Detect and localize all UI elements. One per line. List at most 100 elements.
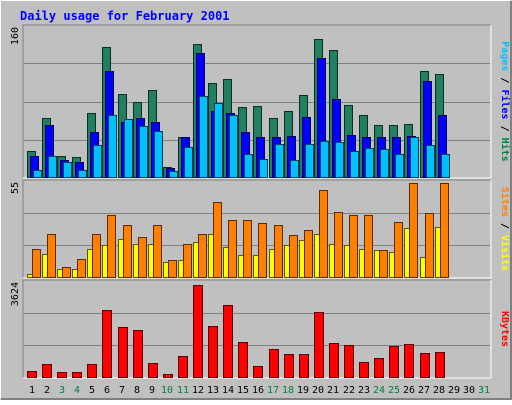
x-tick-label: 30	[463, 385, 475, 396]
x-tick-label: 13	[207, 385, 219, 396]
bar-pages-day-24	[380, 149, 389, 178]
bar-kbytes-day-21	[329, 343, 339, 378]
x-axis-day-labels: 1 2 3 4 5 6 7 8 9 10 11 12 13 14 15 16 17 18 19 20 21 22 23 24 2…	[29, 385, 490, 396]
bar-sites-day-10	[168, 260, 177, 278]
x-tick-label: 22	[343, 385, 355, 396]
bar-kbytes-day-14	[223, 305, 233, 378]
x-tick-label: 10	[161, 385, 173, 396]
bar-kbytes-day-24	[374, 358, 384, 378]
kbytes-frame-dark	[22, 279, 491, 378]
bar-sites-day-1	[32, 249, 41, 278]
kbytes-legend-kbytes: KBytes	[499, 311, 510, 347]
bar-sites-day-26	[409, 183, 418, 278]
x-tick-label: 31	[478, 385, 490, 396]
bar-sites-day-12	[198, 234, 207, 278]
visits-series-visits	[27, 227, 444, 278]
bar-sites-day-17	[274, 225, 283, 278]
bar-pages-day-22	[350, 151, 359, 178]
bar-pages-day-20	[320, 141, 329, 178]
bar-pages-day-25	[395, 154, 404, 178]
x-tick-label: 17	[267, 385, 279, 396]
bar-kbytes-day-20	[314, 312, 324, 378]
bar-kbytes-day-17	[269, 349, 279, 378]
bar-kbytes-day-9	[148, 363, 158, 378]
bar-sites-day-21	[334, 212, 343, 278]
kbytes-ymax-label: 3624	[10, 282, 21, 306]
bar-pages-day-5	[93, 145, 102, 178]
bar-sites-day-2	[47, 234, 56, 278]
x-tick-label: 28	[433, 385, 445, 396]
bar-sites-day-11	[183, 244, 192, 278]
bar-sites-day-8	[138, 237, 147, 278]
x-tick-label: 15	[237, 385, 249, 396]
hits-axis-legend: Pages / Files / Hits	[499, 41, 511, 161]
bar-kbytes-day-13	[208, 326, 218, 378]
hits-legend-files: Files	[499, 89, 511, 119]
x-tick-label: 25	[388, 385, 400, 396]
hits-legend-separator: /	[499, 71, 510, 89]
x-tick-label: 23	[358, 385, 370, 396]
x-tick-label: 14	[222, 385, 234, 396]
x-tick-label: 26	[403, 385, 415, 396]
bar-kbytes-day-26	[404, 344, 414, 378]
bar-pages-day-4	[78, 170, 87, 178]
hits-ymax-label: 160	[10, 27, 21, 45]
bar-sites-day-7	[123, 225, 132, 278]
hits-legend-hits: Hits	[499, 138, 511, 162]
bar-sites-day-6	[107, 215, 116, 278]
bar-kbytes-day-5	[87, 364, 97, 378]
visits-panel: 55 Sites / Visits	[10, 179, 511, 279]
visits-ymax-label: 55	[10, 182, 21, 194]
bar-kbytes-day-10	[163, 374, 173, 378]
bar-pages-day-11	[184, 147, 193, 178]
x-tick-label: 8	[134, 385, 140, 396]
x-tick-label: 7	[119, 385, 125, 396]
x-tick-label: 1	[29, 385, 35, 396]
bar-pages-day-16	[259, 159, 268, 178]
x-tick-label: 18	[282, 385, 294, 396]
hits-panel: 160 Pages / Files / Hits	[10, 24, 511, 179]
x-tick-label: 16	[252, 385, 264, 396]
x-tick-label: 12	[192, 385, 204, 396]
hits-frame-dark	[22, 24, 491, 178]
x-tick-label: 20	[312, 385, 324, 396]
bar-kbytes-day-16	[253, 366, 263, 378]
bar-sites-day-15	[243, 220, 252, 278]
bar-sites-day-18	[289, 235, 298, 278]
x-tick-label: 6	[104, 385, 110, 396]
bar-sites-day-25	[394, 222, 403, 278]
visits-axis-legend: Sites / Visits	[499, 187, 511, 271]
visits-frame-dark	[22, 179, 491, 278]
bar-pages-day-9	[154, 131, 163, 178]
bar-pages-day-21	[335, 142, 344, 178]
hits-series-pages	[33, 96, 450, 178]
bar-pages-day-6	[108, 115, 117, 178]
bar-sites-day-16	[258, 223, 267, 278]
bar-kbytes-day-25	[389, 346, 399, 378]
bar-pages-day-13	[214, 103, 223, 178]
bar-sites-day-22	[349, 215, 358, 278]
bar-sites-day-5	[92, 234, 101, 278]
x-tick-label: 24	[373, 385, 385, 396]
x-tick-label: 11	[177, 385, 189, 396]
bar-pages-day-18	[290, 160, 299, 178]
visits-legend-sites: Sites	[499, 187, 511, 217]
bar-sites-day-13	[213, 202, 222, 278]
x-tick-label: 21	[327, 385, 339, 396]
bar-sites-day-28	[440, 183, 449, 278]
bar-kbytes-day-15	[238, 342, 248, 378]
bar-kbytes-day-28	[435, 352, 445, 378]
bar-sites-day-24	[379, 250, 388, 278]
hits-legend-separator: /	[499, 120, 510, 138]
bar-kbytes-day-27	[420, 353, 430, 378]
bar-kbytes-day-8	[133, 330, 143, 378]
bar-sites-day-19	[304, 230, 313, 278]
bar-pages-day-15	[244, 154, 253, 178]
bar-kbytes-day-11	[178, 356, 188, 378]
bar-sites-day-14	[228, 220, 237, 278]
x-tick-label: 5	[89, 385, 95, 396]
bar-pages-day-3	[63, 162, 72, 178]
bar-pages-day-8	[139, 126, 148, 178]
bar-sites-day-3	[62, 267, 71, 278]
